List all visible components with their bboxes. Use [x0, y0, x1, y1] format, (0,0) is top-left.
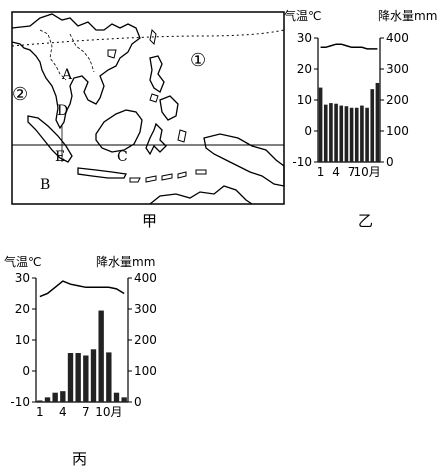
yi-precip-bar: [375, 82, 380, 162]
yi-precip-tick-label: 300: [386, 62, 409, 76]
taiwan-island: [149, 28, 157, 46]
moluccas-island: [177, 129, 187, 143]
yi-temp-tick-label: -10: [292, 155, 312, 169]
bing-precip-bar: [83, 355, 89, 402]
yi-temp-line: [320, 43, 378, 50]
label-ocean-1: ①: [190, 50, 207, 71]
label-ocean-2: ②: [12, 84, 29, 105]
map-frame: [11, 11, 285, 205]
bing-precip-bar: [121, 397, 127, 402]
yi-precip-bar: [323, 104, 328, 162]
borneo-island: [95, 109, 143, 153]
bing-precip-bar: [90, 349, 97, 402]
bing-x-tick-label: 4: [59, 405, 67, 419]
bing-caption: 丙: [72, 450, 88, 468]
border-lines-2: [69, 33, 95, 73]
bing-temp-tick-label: -10: [10, 395, 30, 409]
bing-precip-tick-label: 100: [134, 364, 157, 378]
bing-precip-tick-label: 0: [134, 395, 142, 409]
map-caption: 甲: [142, 212, 158, 230]
bing-precip-bar: [106, 352, 112, 402]
yi-precip-bar: [318, 87, 323, 162]
border-lines: [39, 29, 67, 81]
yi-precip-bar: [329, 103, 333, 162]
bing-x-tick-label: 10月: [95, 405, 122, 419]
bing-x-tick-label: 7: [82, 405, 90, 419]
yi-precip-bar: [360, 105, 364, 162]
yi-precip-bar: [339, 105, 344, 162]
yi-precip-bar: [334, 103, 338, 162]
yi-precip-tick-label: 0: [386, 155, 394, 169]
bing-precip-tick-label: 400: [134, 271, 157, 285]
yi-temp-tick-label: 20: [297, 62, 312, 76]
australia-coast: [149, 185, 253, 205]
yi-temp-title: 气温℃: [284, 9, 322, 23]
yi-caption: 乙: [358, 212, 374, 230]
java-island: [77, 167, 127, 179]
label-C: C: [117, 149, 128, 165]
visayas-island: [149, 93, 159, 103]
bing-precip-tick-label: 200: [134, 333, 157, 347]
new-guinea-island: [203, 133, 285, 187]
yi-x-tick-label: 7: [348, 165, 356, 179]
yi-precip-tick-label: 400: [386, 31, 409, 45]
yi-precip-bar: [370, 89, 375, 162]
bing-precip-bar: [75, 353, 81, 402]
label-A: A: [62, 67, 73, 83]
hainan-island: [107, 49, 117, 59]
bing-x-tick-label: 1: [36, 405, 44, 419]
label-D: D: [57, 103, 69, 119]
mindanao-island: [159, 95, 179, 121]
yi-temp-tick-label: 0: [304, 124, 312, 138]
yi-precip-bar: [344, 106, 349, 162]
yi-precip-bar: [349, 107, 354, 162]
yi-precip-tick-label: 200: [386, 93, 409, 107]
bing-temp-title: 气温℃: [4, 255, 42, 269]
yi-precip-bar: [354, 107, 359, 162]
sulawesi-island: [145, 122, 167, 156]
yi-temp-tick-label: 30: [297, 31, 312, 45]
label-B: B: [40, 177, 51, 193]
bing-temp-tick-label: 0: [22, 364, 30, 378]
bing-precip-bar: [113, 392, 120, 402]
bing-precip-bar: [52, 392, 58, 402]
yi-x-tick-label: 4: [332, 165, 340, 179]
bing-temp-tick-label: 20: [15, 302, 30, 316]
yi-temp-tick-label: 10: [297, 93, 312, 107]
bing-precip-bar: [67, 353, 74, 402]
mainland-coast: [11, 13, 141, 130]
yi-precip-bar: [365, 107, 369, 162]
bing-precip-bar: [98, 310, 104, 402]
luzon-island: [149, 55, 165, 93]
sumatra-island: [27, 115, 73, 163]
yi-x-tick-label: 10月: [353, 165, 380, 179]
bing-temp-line: [39, 280, 125, 298]
yi-x-tick-label: 1: [317, 165, 325, 179]
bing-precip-bar: [60, 391, 66, 402]
lesser-sunda-islands: [129, 169, 207, 183]
bing-temp-tick-label: 10: [15, 333, 30, 347]
bing-precip-title: 降水量mm: [96, 255, 156, 269]
bing-temp-tick-label: 30: [15, 271, 30, 285]
bing-precip-bar: [44, 397, 51, 402]
bing-precip-tick-label: 300: [134, 302, 157, 316]
label-E: E: [55, 149, 66, 165]
yi-precip-tick-label: 100: [386, 124, 409, 138]
yi-precip-title: 降水量mm: [378, 9, 438, 23]
bing-precip-bar: [37, 400, 43, 402]
